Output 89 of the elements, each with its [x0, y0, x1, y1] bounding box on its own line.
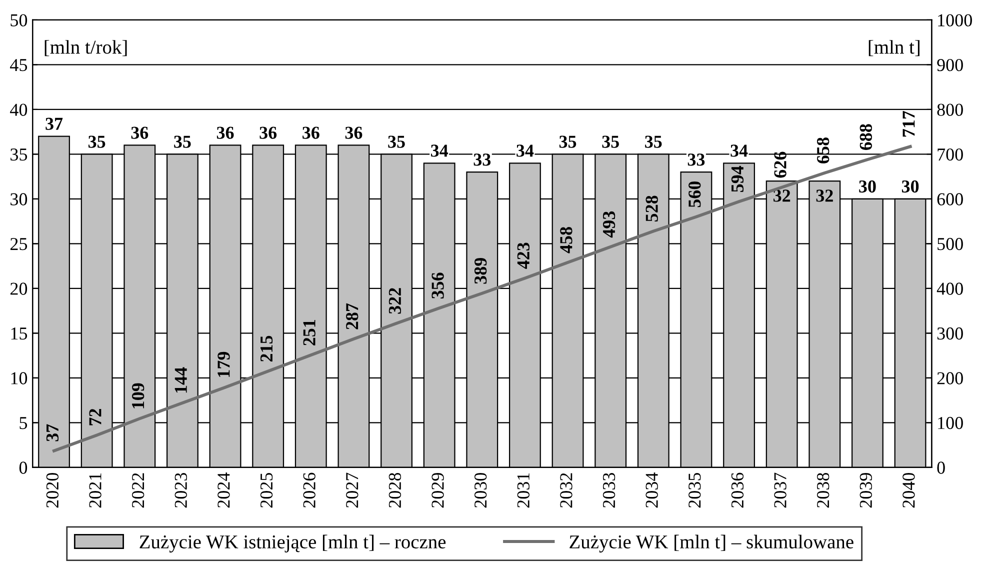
y-axis-title: [mln t/rok]: [44, 40, 127, 56]
data-label: 32: [816, 190, 833, 202]
data-label: 215: [260, 336, 273, 362]
x-tick-label: 2038: [816, 472, 830, 508]
y2-tick-label: 400: [936, 282, 963, 295]
y-tick-label: 5: [20, 417, 28, 430]
x-tick-label: 2031: [517, 473, 530, 508]
data-label: 36: [131, 126, 148, 139]
y2-axis-title: [mln t]: [868, 40, 920, 56]
data-label: 356: [432, 272, 444, 298]
data-label: 33: [688, 154, 705, 166]
x-tick-label: 2020: [46, 472, 59, 508]
legend-label: Zużycie WK [mln t] – skumulowane: [570, 534, 854, 552]
x-tick-label: 2022: [132, 473, 144, 508]
x-tick-label: 2032: [560, 473, 572, 508]
x-tick-label: 2040: [902, 472, 915, 508]
data-label: 34: [730, 144, 748, 157]
data-label: 37: [46, 118, 63, 130]
data-label: 36: [216, 126, 234, 139]
y2-tick-label: 500: [938, 238, 963, 250]
y2-tick-label: 700: [938, 148, 963, 161]
y2-tick-label: 1000: [938, 14, 972, 26]
data-label: 144: [174, 367, 187, 393]
y-tick-label: 40: [10, 104, 28, 116]
data-label: 35: [88, 136, 106, 148]
data-label: 626: [774, 152, 786, 178]
data-label: 30: [859, 180, 876, 193]
x-tick-label: 2037: [774, 472, 786, 508]
data-label: 688: [860, 124, 872, 150]
data-label: 37: [46, 424, 59, 442]
x-tick-label: 2035: [688, 472, 701, 508]
y-tick-label: 25: [10, 238, 28, 250]
x-tick-label: 2039: [860, 473, 872, 508]
data-label: 35: [559, 136, 576, 148]
y-tick-label: 45: [10, 59, 28, 72]
data-label: 389: [474, 258, 487, 284]
data-label: 36: [345, 126, 362, 139]
data-label: 32: [773, 190, 790, 202]
data-label: 72: [89, 408, 102, 426]
data-label: 35: [602, 136, 619, 148]
data-label: 34: [430, 144, 448, 157]
y2-tick-label: 200: [937, 372, 963, 384]
y2-tick-label: 800: [937, 104, 963, 116]
data-label: 35: [174, 136, 191, 148]
data-label: 35: [645, 136, 662, 148]
x-tick-label: 2033: [602, 472, 616, 508]
y-tick-label: 15: [11, 328, 28, 340]
data-label: 594: [731, 166, 744, 192]
x-tick-label: 2029: [432, 473, 444, 508]
x-tick-label: 2036: [731, 472, 744, 508]
x-tick-label: 2028: [388, 472, 402, 508]
data-label: 493: [602, 211, 616, 238]
data-label: 36: [302, 126, 320, 139]
x-tick-label: 2030: [474, 472, 487, 508]
data-label: 35: [388, 136, 405, 148]
y2-tick-label: 0: [937, 462, 945, 474]
data-label: 560: [688, 181, 701, 208]
y-tick-label: 0: [19, 462, 28, 474]
data-label: 179: [218, 352, 230, 377]
y-tick-label: 50: [10, 14, 28, 26]
data-label: 658: [816, 138, 830, 164]
y-tick-label: 30: [10, 193, 28, 206]
legend-label: Zużycie WK istniejące [mln t] – roczne: [140, 534, 446, 552]
data-label: 30: [902, 180, 919, 193]
data-label: 251: [303, 320, 316, 346]
y2-tick-label: 900: [937, 58, 963, 72]
x-tick-label: 2034: [646, 472, 658, 508]
data-label: 109: [132, 383, 144, 408]
x-tick-label: 2024: [218, 472, 230, 508]
x-tick-label: 2025: [260, 472, 273, 508]
y-tick-label: 20: [10, 282, 28, 295]
data-label: 34: [516, 144, 534, 157]
x-tick-label: 2027: [346, 472, 358, 508]
x-tick-label: 2023: [174, 472, 187, 508]
data-label: 33: [474, 154, 491, 166]
data-label: 322: [388, 288, 402, 314]
data-label: 458: [560, 227, 572, 254]
data-label: 528: [646, 196, 658, 222]
y-tick-label: 35: [10, 148, 28, 161]
y2-tick-label: 600: [937, 193, 963, 206]
data-label: 717: [902, 110, 915, 137]
y2-tick-label: 300: [937, 327, 963, 340]
data-label: 36: [260, 126, 277, 139]
x-tick-label: 2021: [89, 473, 102, 508]
y-tick-label: 10: [11, 372, 28, 384]
x-tick-label: 2026: [303, 472, 316, 508]
data-label: 423: [517, 242, 530, 269]
data-label: 287: [346, 303, 358, 330]
y2-tick-label: 100: [938, 416, 963, 430]
